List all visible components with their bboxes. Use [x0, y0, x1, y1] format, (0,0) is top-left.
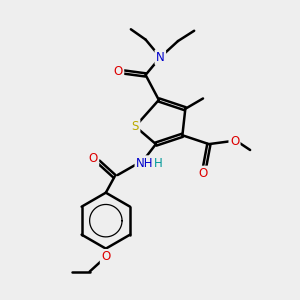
Text: H: H [154, 157, 163, 170]
Text: O: O [88, 152, 98, 165]
Text: O: O [198, 167, 208, 180]
Text: S: S [132, 120, 139, 133]
Text: N: N [156, 51, 165, 64]
Text: O: O [230, 135, 239, 148]
Text: NH: NH [136, 157, 154, 170]
Text: O: O [114, 65, 123, 79]
Text: O: O [101, 250, 110, 263]
